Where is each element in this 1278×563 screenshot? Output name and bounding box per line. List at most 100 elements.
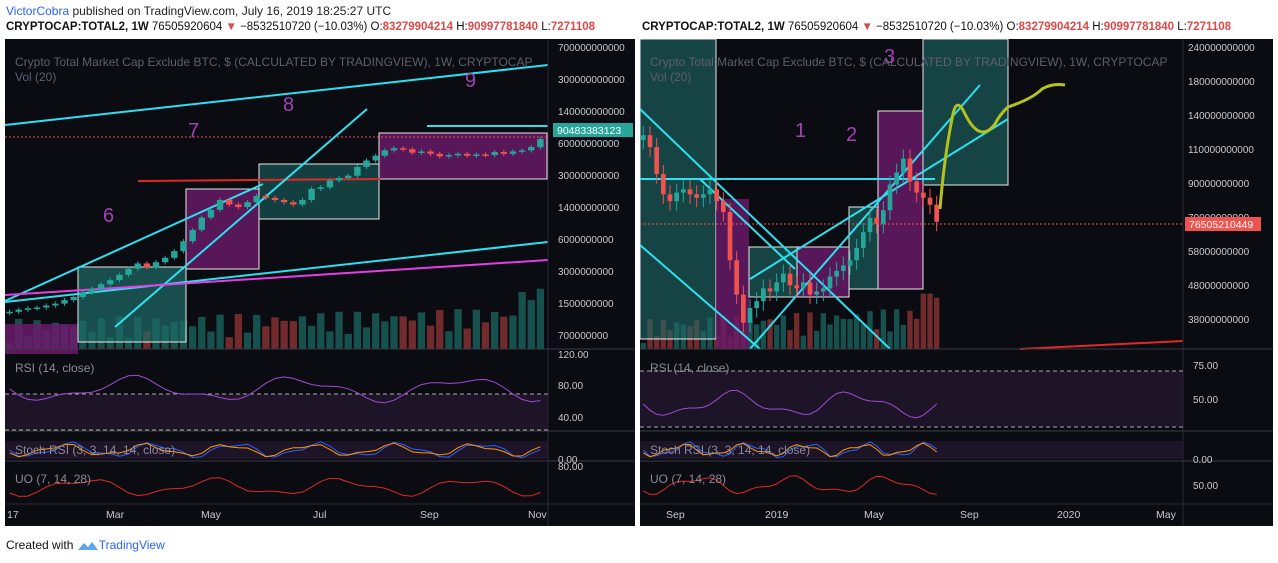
volume-bar — [491, 311, 499, 349]
candle-body — [198, 217, 205, 230]
candle-body — [381, 150, 389, 156]
rsi-band — [5, 394, 548, 430]
time-tick: Nov — [528, 509, 547, 521]
trend-line[interactable] — [5, 241, 549, 303]
candle-body — [741, 294, 746, 323]
price-change: −8532510720 (−10.03%) — [876, 21, 1004, 33]
annotation-label: 6 — [103, 205, 114, 227]
volume-bar — [654, 336, 660, 349]
price-label-box — [553, 123, 633, 137]
volume-bar — [307, 325, 316, 349]
time-axis: Sep 2019 May Sep 2020 May — [666, 509, 1177, 521]
candle-body — [15, 309, 22, 312]
down-arrow-icon: ▼ — [861, 21, 873, 33]
projection-path[interactable] — [938, 83, 1066, 210]
high-label: H: — [1092, 21, 1104, 33]
high-value: 90997781840 — [1103, 21, 1175, 33]
candle-body — [734, 260, 739, 295]
volume-label: Vol (20) — [15, 70, 56, 84]
projection-line[interactable] — [1019, 340, 1184, 350]
volume-bar — [390, 316, 398, 349]
rsi-line — [9, 374, 541, 404]
trend-line[interactable] — [640, 244, 761, 350]
candle-body — [761, 288, 766, 302]
price-tick: 300000000000 — [558, 75, 625, 86]
candle-body — [143, 263, 151, 268]
indicator-tick: 0.00 — [1193, 455, 1213, 466]
support-line[interactable] — [5, 259, 549, 296]
annotation-label: 2 — [846, 124, 857, 146]
time-tick: 2019 — [765, 509, 789, 521]
candle-body — [841, 265, 846, 271]
price-axis: 240000000000 180000000000 140000000000 1100… — [1188, 43, 1255, 326]
candle-body — [61, 300, 68, 304]
chart-left-svg[interactable]: 6 7 8 9 Crypto Total Market Cap Exclude … — [5, 39, 635, 526]
trend-line[interactable] — [640, 108, 891, 350]
author-link[interactable]: VictorCobra — [6, 4, 70, 18]
candle-body — [253, 195, 260, 203]
chart-panel-left[interactable]: 6 7 8 9 Crypto Total Market Cap Exclude … — [5, 39, 635, 526]
trend-line[interactable] — [114, 108, 368, 328]
candle-body — [887, 184, 893, 211]
volume-bar — [787, 330, 793, 349]
volume-bar — [920, 293, 926, 349]
candle-body — [491, 152, 498, 156]
tradingview-logo-icon — [77, 541, 98, 550]
chart-right-svg[interactable]: 1 2 3 Crypto Total Market Cap Exclude BT… — [640, 39, 1273, 526]
price-tick: 240000000000 — [1188, 43, 1255, 54]
volume-bar — [847, 319, 853, 349]
time-tick: Sep — [666, 509, 685, 521]
volume-bar — [667, 330, 673, 349]
trend-line[interactable] — [749, 118, 1009, 280]
candle-body — [299, 199, 306, 205]
price-tick: 1500000000 — [558, 299, 614, 310]
candle-body — [907, 158, 913, 182]
created-with-text: Created with — [6, 538, 74, 552]
time-tick: May — [864, 509, 885, 521]
trend-line[interactable] — [5, 64, 549, 126]
annotation-label: 3 — [884, 46, 895, 68]
last-price: 76505920604 — [151, 21, 223, 33]
candle-body — [854, 247, 859, 261]
volume-bar — [106, 337, 114, 349]
candle-body — [88, 288, 96, 293]
volume-bar — [426, 325, 435, 349]
candle-body — [134, 263, 141, 269]
low-value: 7271108 — [1186, 21, 1232, 33]
tradingview-link[interactable]: TradingView — [98, 538, 165, 552]
candle-body — [814, 291, 819, 295]
time-tick: Mar — [106, 509, 125, 521]
stoch-d-line — [643, 442, 937, 458]
last-price: 76505920604 — [787, 21, 859, 33]
candle-body — [33, 307, 41, 309]
candle-body — [881, 210, 886, 224]
rsi-line — [642, 389, 938, 419]
candle-body — [801, 282, 806, 289]
chart-panel-right[interactable]: 1 2 3 Crypto Total Market Cap Exclude BT… — [640, 39, 1273, 526]
price-tick: 30000000000 — [558, 171, 620, 182]
volume-bar — [335, 311, 343, 349]
volume-bar — [700, 331, 706, 349]
price-label: 76505210449 — [1189, 219, 1253, 231]
candle-body — [528, 147, 535, 151]
volume-bar — [814, 330, 820, 349]
candle-body — [767, 288, 773, 292]
candle-body — [354, 166, 361, 176]
volume-bar — [372, 313, 380, 349]
symbol-bar-left: CRYPTOCAP:TOTAL2, 1W 76505920604 ▼ −8532… — [6, 21, 636, 33]
trend-line[interactable] — [749, 84, 981, 350]
candle-body — [694, 194, 699, 198]
range-box — [640, 39, 717, 340]
volume-bar — [436, 309, 444, 349]
candles — [641, 126, 939, 333]
candle-body — [834, 270, 839, 277]
candle-body — [934, 204, 939, 222]
price-tick: 38000000000 — [1188, 315, 1250, 326]
symbol-bar-right: CRYPTOCAP:TOTAL2, 1W 76505920604 ▼ −8532… — [642, 21, 1274, 33]
volume-bar — [900, 324, 906, 349]
candle-body — [641, 135, 646, 140]
volume-bar — [262, 326, 270, 349]
volume-bar — [887, 331, 893, 349]
price-tick: 180000000000 — [1188, 77, 1255, 88]
indicator-tick: 80.00 — [558, 381, 583, 392]
